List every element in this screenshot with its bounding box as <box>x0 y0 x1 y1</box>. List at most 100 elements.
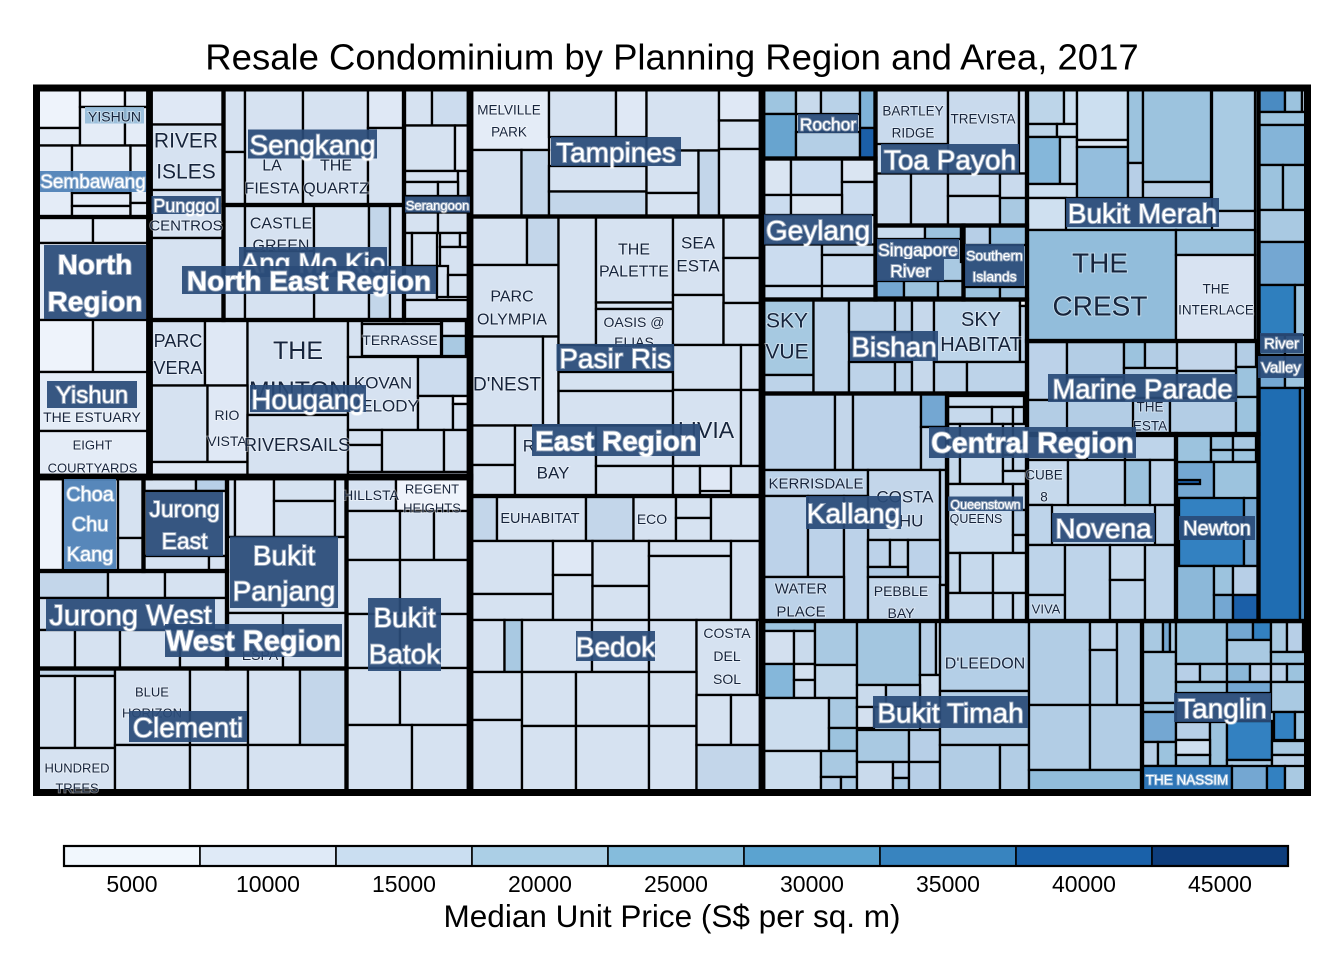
svg-text:YISHUN: YISHUN <box>88 108 141 124</box>
svg-text:ISLES: ISLES <box>156 161 216 184</box>
svg-text:Kang: Kang <box>67 544 114 566</box>
svg-text:THE: THE <box>273 337 323 365</box>
svg-text:SOL: SOL <box>713 671 741 687</box>
svg-text:PEBBLE: PEBBLE <box>874 583 928 599</box>
svg-text:Serangoon: Serangoon <box>406 198 470 213</box>
svg-text:ESTA: ESTA <box>1133 419 1167 434</box>
svg-text:EIGHT: EIGHT <box>73 438 113 453</box>
svg-text:Bukit: Bukit <box>253 540 315 571</box>
svg-text:Punggol: Punggol <box>153 196 219 216</box>
svg-text:45000: 45000 <box>1188 871 1252 897</box>
svg-text:SEA: SEA <box>681 234 716 253</box>
svg-text:Bukit Timah: Bukit Timah <box>877 698 1023 729</box>
svg-text:Yishun: Yishun <box>56 382 129 409</box>
svg-text:SKY: SKY <box>961 309 1001 331</box>
svg-text:MELVILLE: MELVILLE <box>477 103 541 118</box>
svg-text:20000: 20000 <box>508 871 572 897</box>
svg-text:QUARTZ: QUARTZ <box>303 181 369 198</box>
svg-text:HUNDRED: HUNDRED <box>45 761 110 776</box>
svg-text:QUEENS: QUEENS <box>950 512 1003 526</box>
svg-text:Bukit Merah: Bukit Merah <box>1068 198 1217 229</box>
svg-text:TERRASSE: TERRASSE <box>362 332 437 348</box>
svg-text:Marine Parade: Marine Parade <box>1052 374 1232 405</box>
svg-text:Tanglin: Tanglin <box>1178 693 1267 724</box>
svg-text:Newton: Newton <box>1183 518 1251 540</box>
svg-text:Region: Region <box>48 286 143 317</box>
svg-text:BAY: BAY <box>888 605 916 621</box>
svg-text:Sengkang: Sengkang <box>249 130 375 161</box>
svg-text:DEL: DEL <box>713 648 740 664</box>
svg-text:Choa: Choa <box>66 484 115 506</box>
svg-text:VISTA: VISTA <box>207 433 247 449</box>
svg-text:River: River <box>1264 336 1299 353</box>
svg-text:Novena: Novena <box>1055 513 1152 544</box>
svg-text:D'NEST: D'NEST <box>473 375 541 396</box>
svg-text:15000: 15000 <box>372 871 436 897</box>
svg-text:VIVA: VIVA <box>1032 602 1061 617</box>
svg-text:OASIS @: OASIS @ <box>604 314 665 330</box>
svg-text:Jurong: Jurong <box>149 496 219 522</box>
svg-text:TREES: TREES <box>55 781 99 796</box>
svg-text:THE: THE <box>1072 248 1128 279</box>
svg-text:VERA: VERA <box>153 358 202 378</box>
svg-text:HABITAT: HABITAT <box>940 334 1021 356</box>
svg-text:Sembawang: Sembawang <box>40 172 146 193</box>
svg-text:Clementi: Clementi <box>133 712 243 743</box>
svg-text:Islands: Islands <box>972 269 1016 285</box>
svg-text:LA: LA <box>262 158 282 175</box>
svg-text:North East Region: North East Region <box>187 266 431 297</box>
svg-text:Queenstown: Queenstown <box>950 498 1020 512</box>
svg-text:COURTYARDS: COURTYARDS <box>48 461 138 476</box>
svg-text:SKY: SKY <box>766 310 808 333</box>
svg-text:Panjang: Panjang <box>233 576 336 607</box>
svg-text:ESTA: ESTA <box>676 257 720 276</box>
svg-text:PARK: PARK <box>491 125 527 140</box>
svg-text:Central Region: Central Region <box>931 428 1134 460</box>
svg-text:Resale Condominium by Planning: Resale Condominium by Planning Region an… <box>205 37 1138 78</box>
svg-text:35000: 35000 <box>916 871 980 897</box>
svg-text:EUHABITAT: EUHABITAT <box>500 511 579 527</box>
svg-text:KERRISDALE: KERRISDALE <box>768 476 863 493</box>
svg-text:CENTROS: CENTROS <box>149 218 222 235</box>
svg-text:THE: THE <box>618 242 650 259</box>
svg-text:River: River <box>890 261 931 281</box>
svg-text:HILLSTA: HILLSTA <box>343 487 399 503</box>
svg-text:PALETTE: PALETTE <box>599 264 669 281</box>
svg-text:CREST: CREST <box>1053 291 1148 322</box>
svg-text:40000: 40000 <box>1052 871 1116 897</box>
svg-text:8: 8 <box>1040 490 1048 505</box>
svg-text:Valley: Valley <box>1261 360 1301 377</box>
svg-text:THE: THE <box>1203 282 1230 297</box>
svg-text:THE: THE <box>1137 400 1164 415</box>
svg-text:Pasir Ris: Pasir Ris <box>559 343 671 374</box>
svg-text:5000: 5000 <box>106 871 157 897</box>
svg-text:OLYMPIA: OLYMPIA <box>477 312 547 329</box>
svg-text:Median Unit Price (S$ per sq.: Median Unit Price (S$ per sq. m) <box>444 898 901 934</box>
svg-text:CASTLE: CASTLE <box>250 216 312 233</box>
svg-text:East: East <box>161 528 208 554</box>
svg-text:North: North <box>58 249 133 280</box>
svg-text:BARTLEY: BARTLEY <box>882 104 943 119</box>
svg-text:Tampines: Tampines <box>556 137 676 168</box>
svg-text:West Region: West Region <box>166 626 341 658</box>
svg-text:WATER: WATER <box>775 581 828 598</box>
svg-text:Toa Payoh: Toa Payoh <box>884 144 1016 175</box>
svg-text:KOVAN: KOVAN <box>354 374 412 393</box>
svg-text:Bukit: Bukit <box>373 602 435 633</box>
svg-text:BAY: BAY <box>537 464 570 483</box>
svg-text:Chu: Chu <box>72 514 109 536</box>
svg-text:PARC: PARC <box>154 331 203 351</box>
svg-text:TREVISTA: TREVISTA <box>950 112 1015 127</box>
svg-text:CUBE: CUBE <box>1025 468 1063 483</box>
svg-text:RIVERSAILS: RIVERSAILS <box>244 435 350 455</box>
svg-text:Bishan: Bishan <box>851 332 937 363</box>
svg-text:BLUE: BLUE <box>135 685 169 700</box>
svg-text:RIVER: RIVER <box>154 130 218 153</box>
svg-text:D'LEEDON: D'LEEDON <box>945 656 1025 673</box>
svg-text:PLACE: PLACE <box>776 604 825 621</box>
svg-text:RIO: RIO <box>215 407 240 423</box>
svg-text:THE: THE <box>320 158 352 175</box>
svg-text:COSTA: COSTA <box>703 625 751 641</box>
svg-text:25000: 25000 <box>644 871 708 897</box>
svg-text:FIESTA: FIESTA <box>245 181 300 198</box>
